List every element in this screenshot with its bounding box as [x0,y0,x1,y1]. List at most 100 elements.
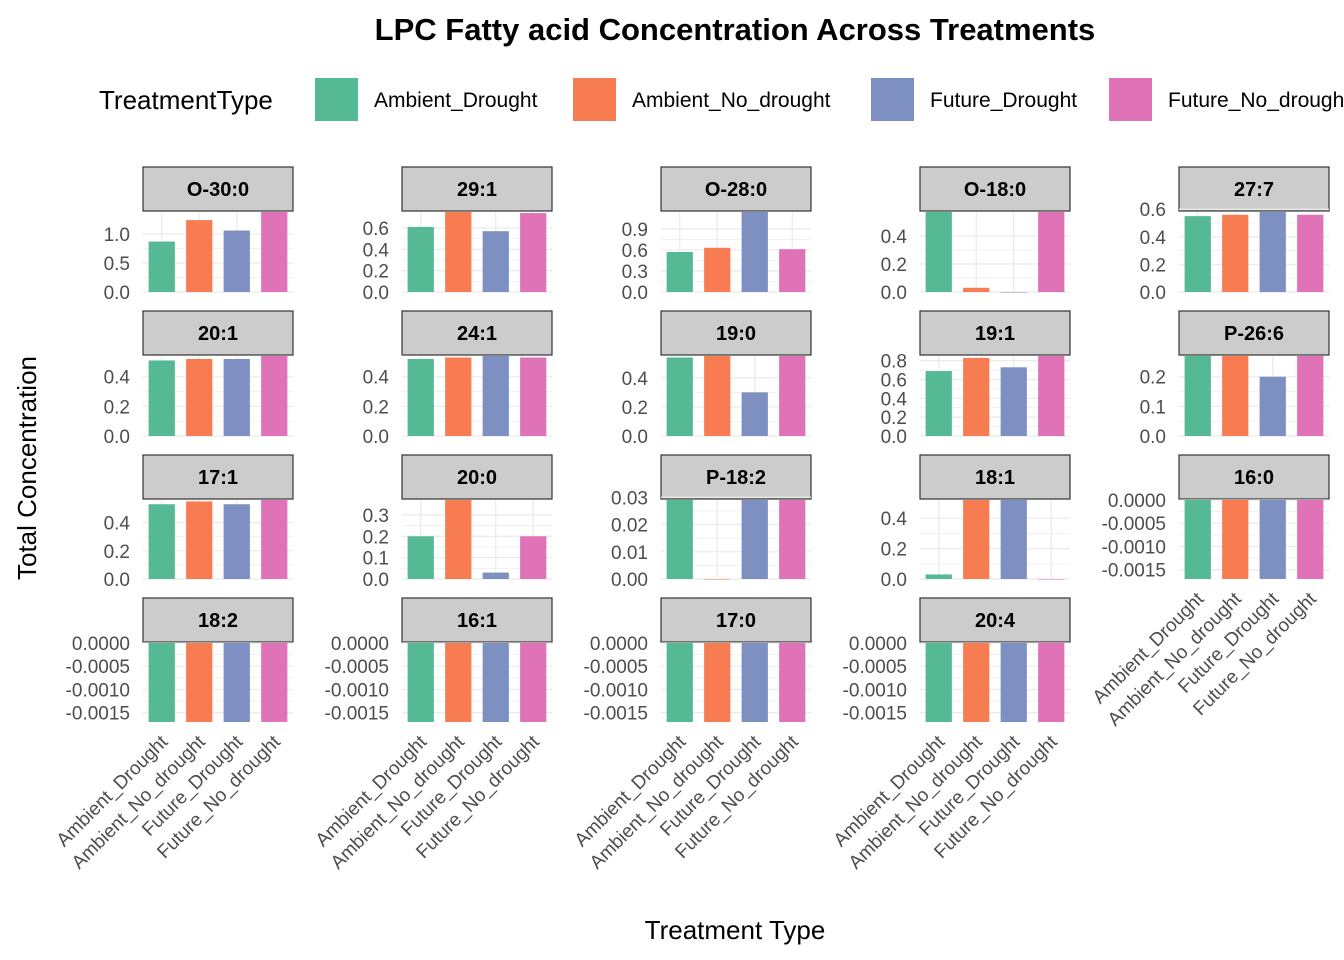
y-tick-label: 0.4 [881,389,908,410]
legend-title: TreatmentType [99,85,273,115]
strip [919,310,1071,356]
bar-Future_Drought [1000,292,1027,293]
y-tick-label: -0.0010 [843,680,907,701]
strip-label: 16:0 [1234,467,1274,489]
y-tick-label: -0.0010 [325,680,389,701]
bar-Ambient_Drought [666,252,693,292]
strip [1178,310,1330,356]
bar-Ambient_Drought [1184,500,1211,579]
strip-label: O-18:0 [964,179,1026,201]
y-tick-label: 0.01 [611,543,648,564]
y-tick-label: 0.0 [1140,427,1166,448]
bar-Ambient_No_drought [186,358,213,436]
bar-Future_Drought [1259,376,1286,436]
y-tick-label: 0.0 [363,427,389,448]
legend-label: Future_No_drought [1168,89,1344,112]
strip [142,166,294,212]
y-tick-label: 0.2 [881,408,907,429]
strip-label: 18:1 [975,467,1015,489]
y-tick-label: -0.0010 [66,680,130,701]
bar-Future_Drought [482,572,509,579]
strip [919,166,1071,212]
strip [142,597,294,643]
y-axis-title: Total Concentration [12,356,42,580]
bar-Ambient_Drought [925,574,952,579]
y-tick-label: -0.0010 [1102,537,1166,558]
panel-O-30:0: O-30:0 0.0 0.5 1.0 [104,166,294,304]
bar-Future_Drought [1000,643,1027,722]
panel-24:1: 24:1 0.0 0.2 0.4 [363,310,553,448]
panel-18:1: 18:1 0.0 0.2 0.4 [881,454,1071,591]
bar-Future_No_drought [1038,643,1065,722]
strip [142,454,294,500]
y-tick-label: 0.0 [104,570,130,591]
bar-Ambient_Drought [407,358,434,436]
strip-label: 17:1 [198,467,238,489]
strip-label: O-28:0 [705,179,767,201]
y-tick-label: 0.0000 [590,634,648,655]
strip-label: 18:2 [198,610,238,632]
bar-Ambient_Drought [666,643,693,722]
strip-label: 20:4 [975,610,1016,632]
bar-Future_Drought [482,231,509,292]
bar-Ambient_No_drought [445,643,472,722]
y-tick-label: 0.6 [622,241,648,262]
bar-Future_No_drought [520,643,547,722]
strip [401,454,553,500]
panel-16:1: 16:1-0.0015-0.0010-0.00050.0000Ambient_D… [312,597,553,874]
bar-Future_No_drought [261,643,288,722]
y-tick-label: 0.0 [622,427,648,448]
strip-label: 16:1 [457,610,497,632]
y-tick-label: 0.0000 [849,634,907,655]
bar-Ambient_No_drought [186,220,213,292]
bar-Future_Drought [1259,212,1286,292]
bar-Ambient_No_drought [445,212,472,292]
y-tick-label: 0.2 [881,255,907,276]
legend-key-Future_Drought [871,78,914,121]
y-tick-label: -0.0005 [325,657,389,678]
panel-16:0: 16:0-0.0015-0.0010-0.00050.0000Ambient_D… [1089,454,1330,731]
panel-18:2: 18:2-0.0015-0.0010-0.00050.0000Ambient_D… [53,597,294,874]
strip-label: P-26:6 [1224,323,1284,345]
bar-Ambient_No_drought [704,356,731,436]
bar-Ambient_No_drought [963,643,990,722]
bar-Ambient_No_drought [704,643,731,722]
strip-label: 29:1 [457,179,497,201]
bar-Ambient_Drought [925,643,952,722]
strip [1178,166,1330,212]
y-tick-label: 0.0 [363,570,389,591]
bar-Future_Drought [1000,500,1027,579]
y-tick-label: -0.0015 [843,704,907,725]
legend: Ambient_Drought Ambient_No_drought Future_… [315,78,1344,121]
strip-label: 20:1 [198,323,238,345]
y-tick-label: 0.03 [611,488,648,509]
bar-Ambient_No_drought [704,247,731,292]
panel-20:4: 20:4-0.0015-0.0010-0.00050.0000Ambient_D… [830,597,1071,874]
y-tick-label: 0.9 [622,220,648,241]
chart-title: LPC Fatty acid Concentration Across Trea… [375,12,1096,47]
panel-20:1: 20:1 0.0 0.2 0.4 [104,310,294,448]
bar-Future_No_drought [779,356,806,436]
strip [919,454,1071,500]
strip-label: O-30:0 [187,179,249,201]
bar-Future_No_drought [1297,214,1324,292]
y-tick-label: 0.4 [622,369,649,390]
bar-Future_Drought [741,643,768,722]
y-tick-label: -0.0015 [325,704,389,725]
y-tick-label: 0.0 [363,283,389,304]
panel-17:0: 17:0-0.0015-0.0010-0.00050.0000Ambient_D… [571,597,812,874]
y-tick-label: 0.0 [881,427,907,448]
bar-Ambient_Drought [1184,216,1211,292]
bar-Ambient_Drought [407,226,434,292]
bar-Future_No_drought [1038,579,1065,580]
panel-19:1: 19:1 0.00.20.40.60.8 [881,310,1071,448]
bar-Ambient_No_drought [963,287,990,292]
panels: O-30:00.00.51.029:10.00.20.40.6O-28:00.0… [53,166,1330,874]
y-tick-label: -0.0005 [843,657,907,678]
legend-key-Ambient_No_drought [573,78,616,121]
y-tick-label: 0.1 [363,549,389,570]
y-tick-label: 0.2 [622,398,648,419]
panel-19:0: 19:0 0.0 0.2 0.4 [622,310,812,448]
strip [401,166,553,212]
y-tick-label: 0.4 [881,227,908,248]
